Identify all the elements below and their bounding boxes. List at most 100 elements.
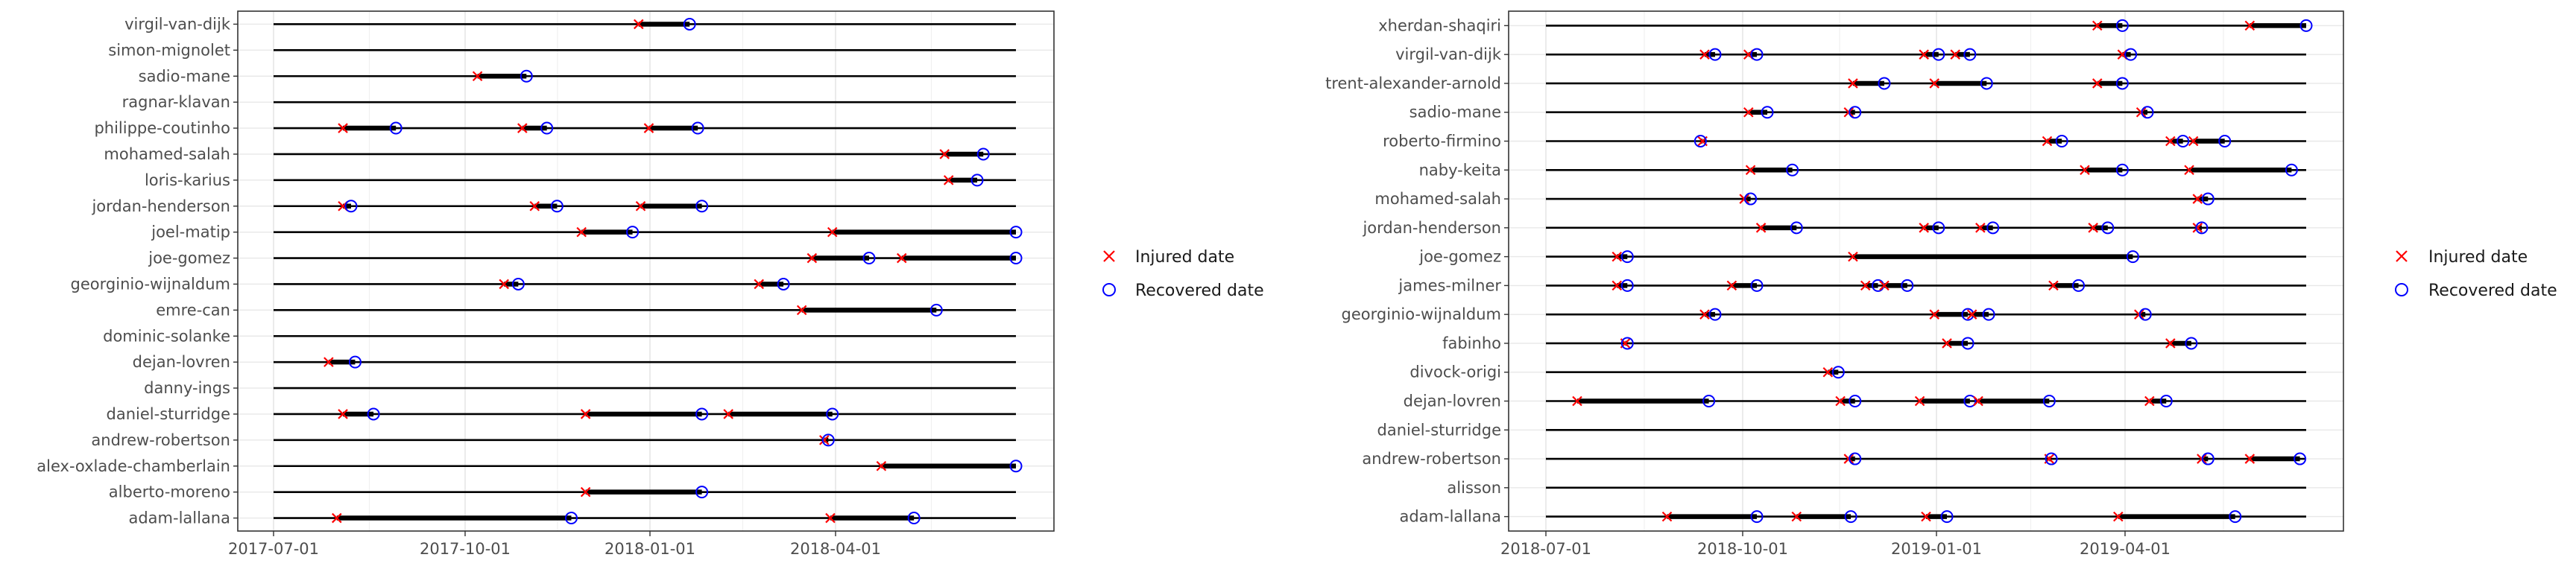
injured-marker — [1966, 309, 1977, 320]
injured-marker — [1611, 280, 1623, 291]
injury-period — [1611, 279, 1634, 292]
injury-period — [806, 252, 876, 265]
panel-border — [237, 10, 1055, 532]
injury-period — [472, 69, 533, 83]
recovered-marker — [1693, 135, 1707, 147]
recovered-marker — [367, 407, 380, 421]
recovered-marker — [862, 252, 876, 265]
injured-marker — [580, 409, 591, 419]
injured-marker-stroke — [2042, 136, 2053, 147]
injury-period — [1620, 337, 1634, 350]
recovered-marker — [2042, 395, 2056, 407]
injured-marker-stroke — [1726, 280, 1737, 291]
player-row: fabinho — [1442, 334, 2343, 352]
injury-period — [2135, 106, 2154, 119]
injured-marker — [1921, 511, 1931, 522]
injury-period — [819, 433, 835, 447]
injured-marker-stroke — [2165, 338, 2176, 349]
injury-period — [580, 486, 709, 499]
x-tick-label: 2018-01-01 — [604, 540, 695, 558]
injured-marker-stroke — [576, 226, 587, 238]
major-gridlines — [273, 11, 836, 531]
injured-marker — [723, 409, 733, 419]
player-row: daniel-sturridge — [107, 405, 1054, 423]
player-name-label: joe-gomez — [1418, 248, 1501, 266]
injured-marker-stroke — [580, 486, 591, 498]
recovered-marker — [2195, 221, 2209, 235]
injury-period — [499, 277, 525, 290]
player-name-label: adam-lallana — [128, 509, 230, 527]
injured-marker-stroke — [1699, 309, 1710, 320]
player-name-label: alberto-moreno — [109, 483, 230, 501]
injured-marker — [635, 200, 646, 212]
player-row: emre-can — [156, 301, 1054, 319]
player-row: jordan-henderson — [1362, 219, 2343, 237]
recovered-marker — [1009, 252, 1023, 265]
injured-marker-stroke — [634, 19, 644, 30]
injured-marker — [1919, 223, 1929, 233]
recovered-marker — [348, 355, 362, 369]
player-name-label: dejan-lovren — [1404, 393, 1501, 410]
injury-period — [1699, 48, 1722, 61]
injured-marker-stroke — [825, 512, 836, 524]
timeline-panel-2017-18: virgil-van-dijk simon-mignolet sadio-mane r… — [37, 10, 1055, 558]
player-row: jordan-henderson — [91, 197, 1054, 215]
injury-period — [2117, 48, 2138, 61]
injured-marker-stroke — [338, 123, 348, 133]
injured-marker — [2165, 338, 2176, 349]
injured-marker-stroke — [1791, 511, 1802, 522]
recovered-marker — [1980, 77, 1993, 90]
injured-marker-stroke — [1919, 49, 1929, 60]
player-name-label: emre-can — [156, 301, 230, 319]
recovered-marker — [1849, 106, 1862, 119]
legend-injured-stroke — [1103, 250, 1115, 262]
injured-marker-stroke — [529, 200, 540, 212]
recovered-marker — [520, 69, 533, 83]
injured-marker-stroke — [1942, 338, 1952, 349]
recovered-marker — [1750, 510, 1764, 524]
injured-marker — [1791, 511, 1802, 522]
recovered-marker — [1901, 279, 1914, 292]
injured-marker-stroke — [635, 200, 646, 212]
injury-period — [1921, 510, 1954, 524]
injured-marker-stroke — [1848, 251, 1858, 262]
recovered-marker — [2072, 279, 2086, 292]
legend-injured-marker — [1103, 250, 1115, 262]
injury-period — [529, 200, 564, 213]
injured-marker — [472, 71, 483, 82]
injured-marker-stroke — [2188, 136, 2199, 147]
injury-period — [1848, 250, 2139, 264]
injured-marker-stroke — [2092, 20, 2103, 31]
legend-recovered-marker — [2395, 283, 2408, 296]
injured-marker — [1822, 366, 1834, 378]
recovered-marker — [691, 121, 704, 135]
injury-period — [332, 512, 578, 525]
injury-period — [576, 226, 640, 239]
injured-marker — [1835, 395, 1846, 407]
injured-marker — [2188, 136, 2199, 147]
recovered-marker — [1786, 163, 1799, 177]
injured-marker-stroke — [2113, 511, 2124, 522]
recovered-marker — [1849, 395, 1862, 407]
recovered-marker — [2138, 308, 2152, 321]
injured-marker-stroke — [2192, 223, 2203, 233]
injury-period — [2165, 135, 2190, 147]
injured-marker — [1745, 165, 1756, 176]
recovered-marker — [1761, 106, 1774, 119]
player-row: virgil-van-dijk — [1395, 45, 2343, 63]
injury-period — [2134, 308, 2152, 321]
player-name-label: sadio-mane — [139, 67, 230, 85]
recovered-marker — [826, 407, 839, 421]
player-name-label: adam-lallana — [1399, 508, 1501, 526]
recovered-marker — [344, 200, 358, 213]
injury-period — [1755, 221, 1803, 235]
injury-period — [1693, 135, 1708, 147]
injured-marker-stroke — [1914, 395, 1925, 407]
injury-period — [338, 200, 358, 213]
recovered-marker — [907, 512, 921, 525]
injury-period — [1929, 77, 1993, 90]
recovered-marker — [2176, 135, 2190, 147]
injured-marker — [1929, 78, 1939, 89]
recovered-marker — [1708, 308, 1722, 321]
injured-marker-stroke — [2080, 165, 2090, 176]
